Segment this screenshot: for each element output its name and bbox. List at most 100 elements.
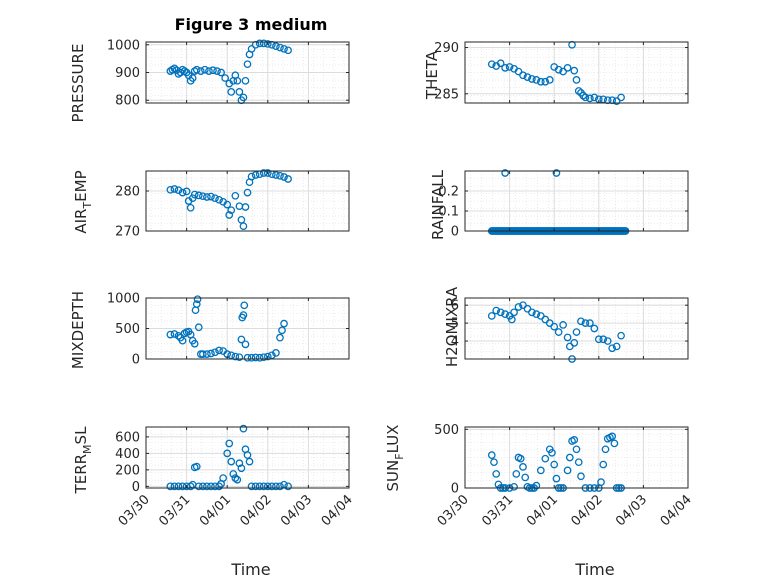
pressure-data-point [280, 45, 288, 53]
terr-msl-data-point [194, 482, 203, 491]
air-temp-data-point [178, 188, 187, 197]
h2omixra-data-point [572, 328, 581, 336]
pressure-data-point [263, 40, 272, 48]
h2omixra-data-point [617, 331, 625, 340]
ylabel-rainfall: RAINFALL [429, 169, 447, 240]
pressure-data-point [235, 88, 244, 96]
sun-flux-data-point [536, 466, 545, 475]
rainfall-data-point [552, 169, 561, 177]
subplots-group: 800 900 1000 285 290 270 280 0 0.1 0.2 0 500 1000 4 5 6… [107, 38, 695, 529]
pressure-data-point [276, 43, 284, 52]
pressure-data-point [217, 68, 225, 77]
pressure-data-point [201, 65, 209, 74]
h2omixra-axes-box [464, 297, 689, 360]
terr-msl-data-point [231, 474, 240, 482]
mixdepth-data-point [235, 353, 244, 362]
pressure-y-tick-label: 800 [115, 94, 140, 109]
mixdepth-y-tick-label: 1000 [107, 292, 140, 307]
theta-data-point [574, 87, 583, 95]
terr-msl-data-point [198, 482, 207, 491]
terr-msl-data-point [268, 482, 276, 491]
theta-data-point [532, 76, 541, 84]
h2omixra-data-point [507, 315, 516, 324]
theta-data-point [523, 73, 532, 81]
terr-msl-data-point [243, 451, 252, 459]
sun-flux-data-point [610, 439, 619, 448]
pressure-data-point [213, 67, 221, 75]
pressure-data-point [196, 67, 205, 75]
subplot-theta: 285 290 [434, 40, 689, 106]
air-temp-data-point [247, 172, 256, 181]
pressure-data-point [170, 64, 179, 73]
h2omixra-data-point [559, 321, 567, 329]
h2omixra-data-point [496, 308, 505, 317]
sun-flux-data-point [601, 445, 610, 454]
terr-msl-data-point [237, 464, 246, 473]
terr-msl-data-point [251, 482, 260, 491]
air-temp-data-point [207, 192, 215, 201]
ylabel-sun-flux-main: SUN [384, 460, 402, 492]
ylabel-sun-flux-rest: LUX [384, 425, 402, 454]
subplot-mixdepth: 0 500 1000 [107, 292, 350, 368]
h2omixra-data-point [532, 310, 541, 318]
h2omixra-data-point [603, 337, 612, 345]
sun-flux-data-point [512, 470, 521, 478]
air-temp-data-point [198, 192, 207, 201]
terr-msl-data-point [239, 424, 248, 433]
air-temp-data-point [227, 206, 236, 215]
pressure-data-point [188, 74, 197, 82]
terr-msl-data-point [276, 482, 284, 491]
air-temp-axes-box [145, 170, 350, 232]
mixdepth-data-point [231, 352, 240, 361]
h2omixra-data-point [612, 342, 621, 351]
air-temp-data-point [241, 203, 250, 211]
ylabel-terr-msl-main: TERR [72, 454, 90, 495]
terr-msl-data-point [170, 482, 179, 491]
h2omixra-data-point [554, 328, 563, 336]
sun-flux-data-point [563, 466, 572, 475]
sun-flux-data-point [548, 448, 556, 457]
pressure-data-point [284, 46, 292, 55]
air-temp-data-point [225, 211, 234, 219]
sun-flux-data-point [572, 445, 581, 454]
terr-msl-data-point [235, 459, 244, 468]
pressure-data-point [247, 45, 256, 53]
theta-data-point [545, 76, 554, 84]
h2omixra-data-point [492, 306, 501, 315]
h2omixra-y-tick-label: 4 [451, 335, 459, 350]
air-temp-data-point [259, 169, 268, 177]
terr-msl-y-tick-label: 0 [132, 480, 140, 495]
sun-flux-data-point [552, 474, 561, 483]
h2omixra-data-point [608, 344, 617, 353]
theta-data-point [617, 93, 625, 102]
sun-flux-data-point [608, 432, 617, 441]
h2omixra-data-point [528, 308, 536, 317]
air-temp-data-point [203, 193, 211, 201]
mixdepth-data-point [241, 340, 250, 349]
air-temp-data-point [280, 173, 288, 181]
mixdepth-data-point [190, 339, 199, 348]
pressure-data-point [241, 76, 250, 85]
subplot-air-temp: 270 280 [115, 169, 350, 240]
pressure-data-point [239, 93, 248, 102]
mixdepth-data-point [192, 300, 201, 308]
sun-flux-data-point [550, 460, 559, 469]
h2omixra-data-point [501, 310, 509, 318]
ylabel-pressure: PRESSURE [69, 44, 87, 123]
terr-msl-data-point [166, 482, 175, 491]
mixdepth-data-point [278, 326, 286, 335]
air-temp-data-point [272, 171, 280, 179]
theta-data-point [505, 63, 514, 71]
sun-flux-data-point [565, 453, 574, 462]
mixdepth-data-point [211, 348, 219, 357]
mixdepth-data-point [251, 353, 260, 362]
h2omixra-data-point [581, 319, 590, 327]
h2omixra-data-point [599, 335, 608, 344]
terr-msl-axes-box [145, 426, 350, 489]
pressure-data-point [209, 66, 217, 75]
sun-flux-y-tick-label: 500 [434, 423, 459, 438]
ylabel-sun-flux: SUNFLUX [384, 425, 406, 492]
theta-data-point [536, 77, 545, 86]
rainfall-data-point [501, 169, 509, 177]
mixdepth-data-point [237, 335, 246, 344]
